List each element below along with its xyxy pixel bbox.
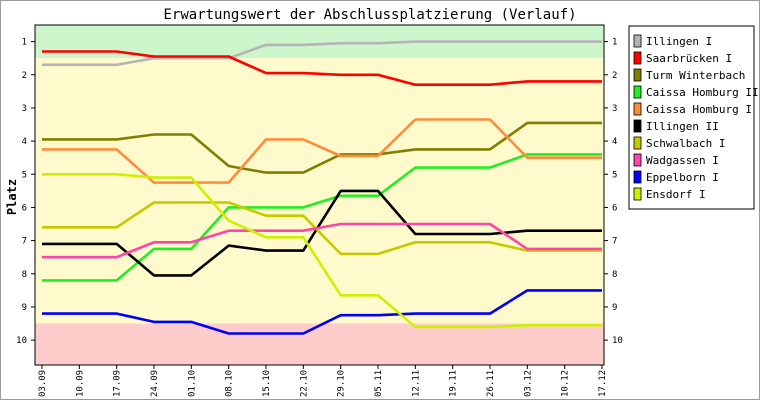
x-tick-label: 15.10	[262, 370, 272, 397]
x-tick-label: 05.11	[374, 370, 384, 397]
x-tick-label: 17.09	[113, 370, 123, 397]
zone-relegation	[35, 323, 604, 365]
legend-label: Schwalbach I	[646, 137, 725, 150]
y-axis: 1 1 2 2 3 3 4 4 5 5 6 6 7 7 8 8 9 9 10 10	[16, 38, 623, 347]
legend-label: Saarbrücken I	[646, 52, 732, 65]
y-tick-label: 4	[22, 137, 27, 147]
y-tick-label-right: 7	[612, 237, 617, 247]
zone-bands	[35, 25, 604, 365]
legend-swatch	[633, 102, 642, 116]
series-line-4	[42, 118, 602, 184]
y-tick-label-right: 6	[612, 203, 617, 213]
series-lines	[42, 40, 602, 335]
legend-swatch	[633, 170, 642, 184]
legend-swatch	[633, 119, 642, 133]
y-tick-label-right: 4	[612, 137, 617, 147]
x-tick-label: 01.10	[187, 370, 197, 397]
legend-label: Ensdorf I	[646, 188, 706, 201]
series-line-2	[42, 121, 602, 174]
y-tick-label-right: 3	[612, 104, 617, 114]
y-tick-label: 1	[22, 38, 27, 48]
y-axis-label: Platz	[5, 179, 19, 215]
x-tick-label: 10.12	[561, 370, 571, 397]
y-tick-label: 3	[22, 104, 27, 114]
chart-title: Erwartungswert der Abschlussplatzierung …	[163, 7, 576, 23]
y-tick-label-right: 1	[612, 38, 617, 48]
y-tick-label: 2	[22, 71, 27, 81]
zone-middle	[35, 58, 604, 324]
y-tick-label-right: 5	[612, 170, 617, 180]
legend-label: Illingen I	[646, 35, 712, 48]
y-tick-label: 8	[22, 270, 27, 280]
legend-box	[628, 25, 755, 210]
legend-label: Eppelborn I	[646, 171, 719, 184]
x-tick-label: 29.10	[337, 370, 347, 397]
y-tick-label: 6	[22, 203, 27, 213]
x-tick-label: 26.11	[486, 370, 496, 397]
y-tick-label: 9	[22, 303, 27, 313]
legend-swatch	[633, 85, 642, 99]
y-tick-label-right: 9	[612, 303, 617, 313]
legend: Illingen I Saarbrücken I Turm Winterbach Ca…	[628, 25, 759, 210]
legend-swatch	[633, 51, 642, 65]
legend-swatch	[633, 153, 642, 167]
y-tick-label: 5	[22, 170, 27, 180]
series-line-1	[42, 50, 602, 86]
series-line-7	[42, 222, 602, 259]
legend-swatch	[633, 68, 642, 82]
plot-border	[34, 24, 605, 366]
x-tick-label: 22.10	[299, 370, 309, 397]
x-tick-label: 10.09	[75, 370, 85, 397]
y-tick-label: 7	[22, 237, 27, 247]
x-tick-label: 03.09	[38, 370, 48, 397]
y-tick-label: 10	[16, 336, 27, 346]
x-tick-label: 19.11	[449, 370, 459, 397]
y-tick-label-right: 8	[612, 270, 617, 280]
legend-label: Caissa Homburg I	[646, 103, 752, 116]
x-tick-label: 24.09	[150, 370, 160, 397]
series-line-9	[42, 173, 602, 329]
legend-swatch	[633, 187, 642, 201]
series-line-5	[42, 189, 602, 277]
x-axis: 03.09 10.09 17.09 24.09 01.10 08.10 15.10 22.10…	[38, 365, 608, 397]
x-tick-label: 17.12	[598, 370, 608, 397]
y-tick-label-right: 2	[612, 71, 617, 81]
legend-label: Turm Winterbach	[646, 69, 745, 82]
legend-label: Wadgassen I	[646, 154, 719, 167]
series-line-8	[42, 289, 602, 335]
x-tick-label: 08.10	[225, 370, 235, 397]
series-line-6	[42, 201, 602, 256]
series-line-3	[42, 153, 602, 282]
legend-label: Caissa Homburg II	[646, 86, 759, 99]
legend-swatch	[633, 34, 642, 48]
series-line-0	[42, 40, 602, 67]
x-tick-label: 12.11	[411, 370, 421, 397]
legend-swatch	[633, 136, 642, 150]
legend-label: Illingen II	[646, 120, 719, 133]
x-tick-label: 03.12	[523, 370, 533, 397]
y-tick-label-right: 10	[612, 336, 623, 346]
